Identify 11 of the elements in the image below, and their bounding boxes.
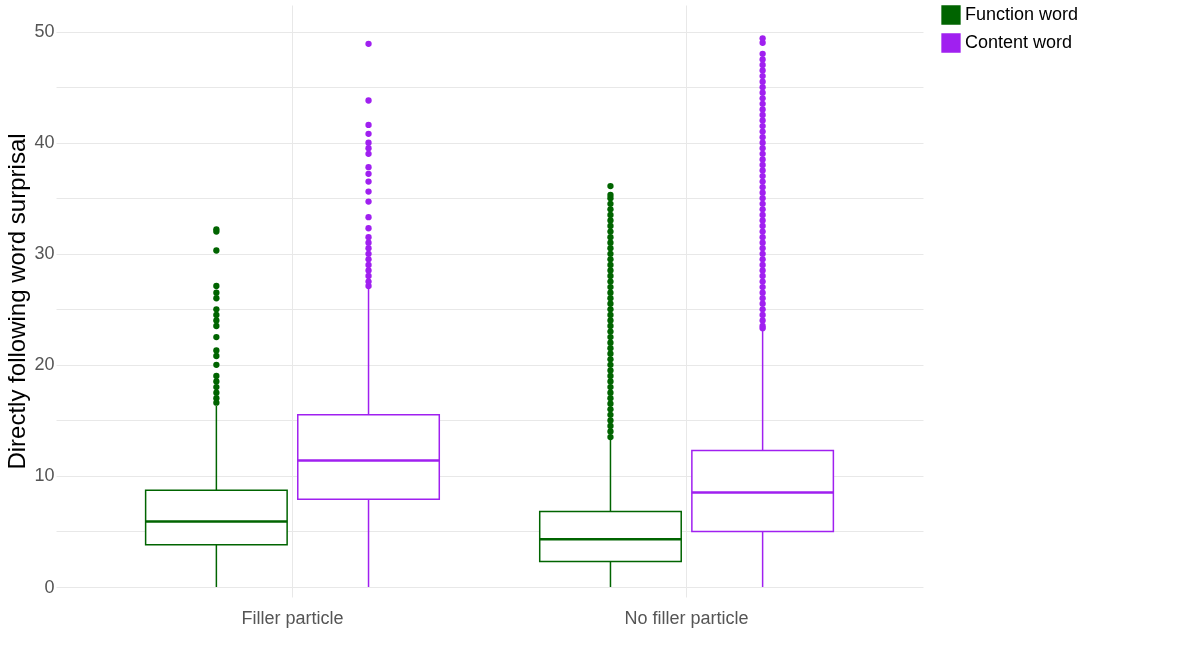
y-axis-title: Directly following word surprisal (3, 133, 31, 470)
x-tick-label: No filler particle (624, 607, 749, 628)
y-tick-label: 40 (34, 132, 55, 153)
y-tick-label: 30 (34, 243, 55, 264)
y-tick-label: 0 (44, 576, 55, 597)
y-tick-label: 50 (34, 21, 55, 42)
y-tick-label: 20 (34, 354, 55, 375)
legend-label: Content word (965, 32, 1073, 52)
legend-label: Function word (965, 4, 1079, 24)
x-tick-label: Filler particle (241, 607, 344, 628)
y-tick-label: 10 (34, 465, 55, 486)
